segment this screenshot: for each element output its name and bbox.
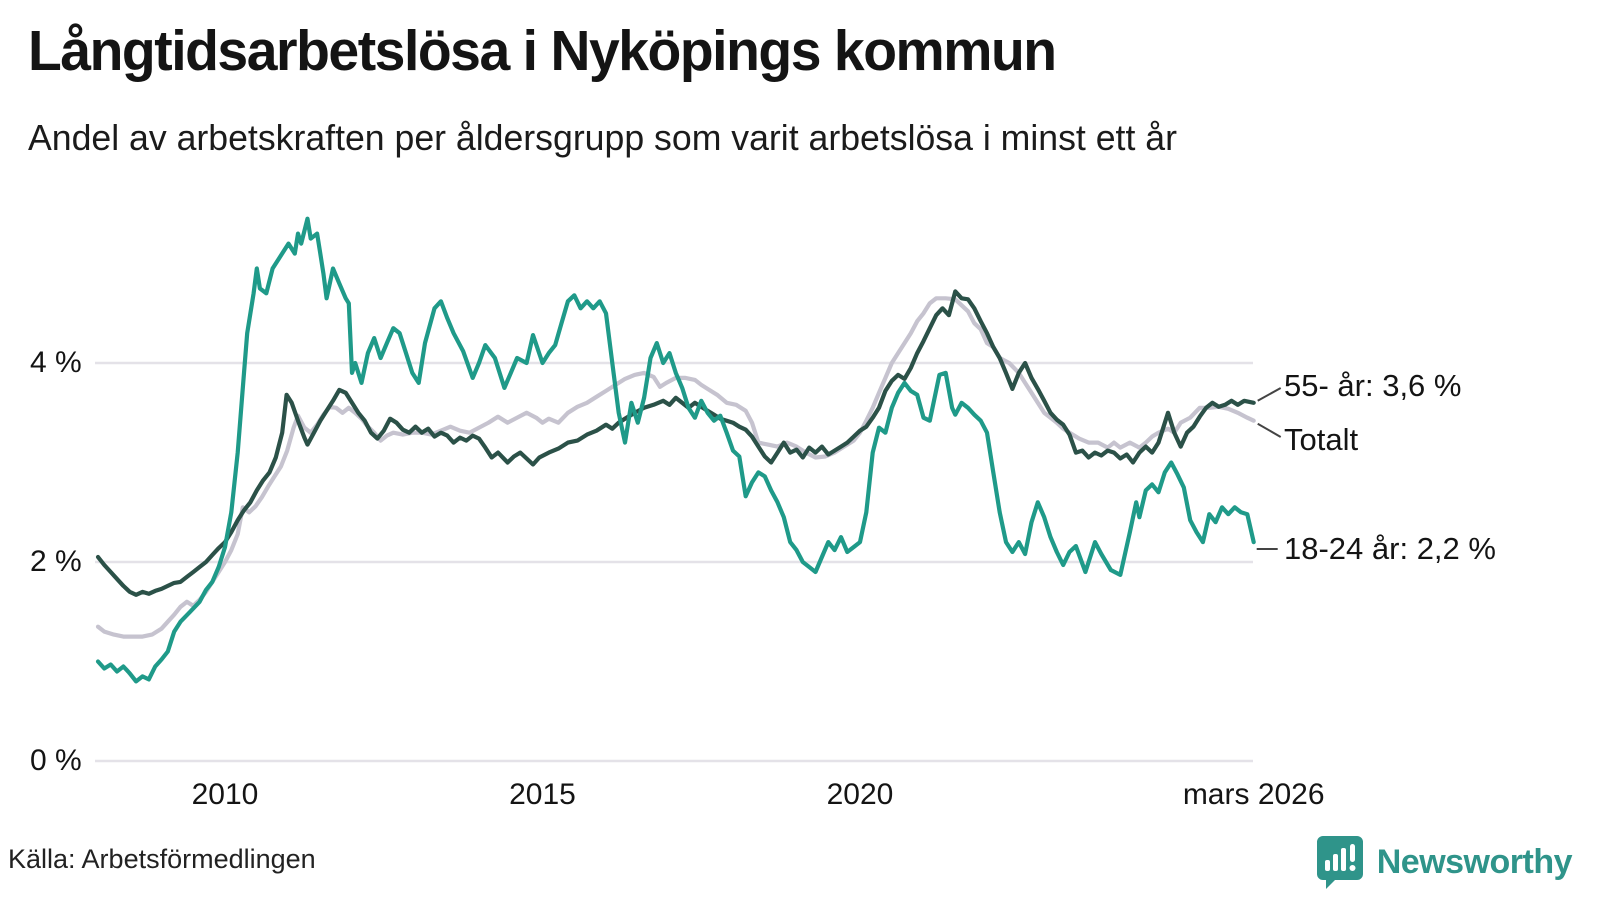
y-tick-0: 0 % — [30, 744, 82, 777]
logo-bar-1 — [1324, 860, 1330, 871]
y-tick-4: 4 % — [30, 346, 82, 379]
x-tick-2015: 2015 — [509, 778, 576, 811]
newsworthy-logo: Newsworthy — [1315, 834, 1573, 890]
x-tick-2020: 2020 — [826, 778, 894, 811]
series-label-18-24: 18-24 år: 2,2 % — [1284, 531, 1496, 566]
logo-bar-3 — [1340, 848, 1346, 871]
x-tick-2010: 2010 — [191, 778, 259, 811]
source-text: Källa: Arbetsförmedlingen — [8, 844, 316, 874]
x-tick-mars-2026: mars 2026 — [1182, 778, 1325, 811]
series-label-55: 55- år: 3,6 % — [1284, 368, 1462, 403]
newsworthy-bubble-icon — [1316, 836, 1363, 889]
y-tick-2: 2 % — [30, 545, 82, 578]
series-line-Totalt — [95, 296, 1256, 639]
label-connector-0 — [1257, 387, 1282, 402]
label-connector-1 — [1257, 422, 1282, 438]
series-label-totalt: Totalt — [1284, 422, 1359, 457]
series-line-18-24 år — [95, 216, 1256, 684]
logo-bar-2 — [1332, 854, 1338, 871]
newsworthy-wordmark: Newsworthy — [1376, 842, 1573, 881]
series-line-55- år — [95, 289, 1256, 597]
page-title: Långtidsarbetslösa i Nyköpings kommun — [28, 19, 1057, 83]
logo-exclamation — [1349, 844, 1355, 862]
page-subtitle: Andel av arbetskraften per åldersgrupp s… — [28, 117, 1177, 158]
